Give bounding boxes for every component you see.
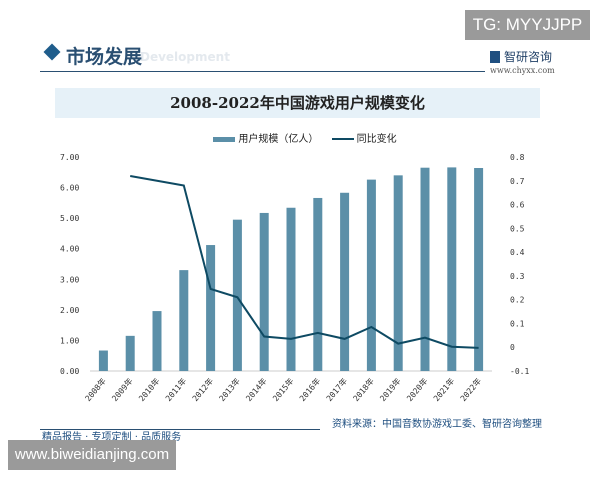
title-band — [55, 88, 540, 118]
bar — [313, 197, 323, 371]
x-tick: 2021年 — [431, 376, 456, 403]
bar — [98, 350, 108, 371]
bar — [152, 311, 162, 371]
footer-divider — [40, 429, 320, 430]
y-left-tick: 2.00 — [60, 306, 79, 315]
y-right-tick: -0.1 — [510, 367, 529, 376]
bar — [340, 192, 350, 371]
bar — [286, 207, 296, 371]
x-tick: 2019年 — [378, 376, 403, 403]
y-right-tick: 0.1 — [510, 319, 525, 328]
y-right-tick: 0.6 — [510, 201, 525, 210]
y-left-tick: 0.00 — [60, 367, 79, 376]
y-left-tick: 1.00 — [60, 336, 79, 345]
legend-line-label: 同比变化 — [356, 134, 397, 145]
y-left-tick: 3.00 — [60, 275, 79, 284]
x-tick: 2011年 — [163, 376, 188, 403]
site-overlay: www.biweidianjing.com — [8, 440, 176, 470]
section-watermark: Development — [140, 50, 230, 64]
chart-title: 2008-2022年中国游戏用户规模变化 — [170, 94, 425, 112]
x-tick: 2015年 — [270, 376, 295, 403]
source-note: 资料来源：中国音数协游戏工委、智研咨询整理 — [332, 419, 542, 430]
bar — [206, 245, 216, 371]
y-left-tick: 5.00 — [60, 214, 79, 223]
x-tick: 2020年 — [404, 376, 429, 403]
bar — [366, 179, 376, 371]
y-left-tick: 6.00 — [60, 184, 79, 193]
legend: 用户规模（亿人） 同比变化 — [0, 130, 600, 145]
bar — [447, 167, 457, 371]
x-tick: 2014年 — [244, 376, 269, 403]
x-tick: 2013年 — [217, 376, 242, 403]
y-right-tick: 0.4 — [510, 248, 525, 257]
section-title: 市场发展 — [66, 46, 143, 68]
logo-icon — [490, 51, 500, 63]
x-tick: 2016年 — [297, 376, 322, 403]
y-right-tick: 0.2 — [510, 296, 525, 305]
logo-text: 智研咨询 — [504, 50, 553, 64]
y-right-tick: 0.7 — [510, 177, 525, 186]
x-tick: 2010年 — [136, 376, 161, 403]
x-tick: 2009年 — [110, 376, 135, 403]
x-tick: 2022年 — [458, 376, 483, 403]
logo: 智研咨询 — [490, 48, 552, 65]
line-series — [130, 175, 479, 349]
y-right-tick: 0 — [510, 343, 515, 352]
y-left-tick: 7.00 — [60, 153, 79, 162]
y-right-tick: 0.8 — [510, 153, 525, 162]
x-tick: 2012年 — [190, 376, 215, 403]
x-tick: 2008年 — [83, 376, 108, 403]
x-tick: 2017年 — [324, 376, 349, 403]
legend-bar-label: 用户规模（亿人） — [238, 134, 319, 145]
slogan: 精品报告 · 专项定制 · 品质服务 — [42, 432, 182, 443]
y-right-tick: 0.3 — [510, 272, 525, 281]
x-tick: 2018年 — [351, 376, 376, 403]
bar — [232, 219, 242, 371]
watermark-tag: TG: MYYJJPP — [465, 10, 590, 40]
y-right-tick: 0.5 — [510, 224, 525, 233]
bar — [125, 335, 135, 371]
bar — [179, 270, 189, 371]
divider — [40, 71, 485, 72]
bar — [393, 175, 403, 371]
logo-url: www.chyxx.com — [490, 66, 555, 75]
y-left-tick: 4.00 — [60, 245, 79, 254]
bar — [259, 212, 269, 371]
bar — [474, 168, 484, 371]
bar — [420, 167, 430, 371]
legend-line-swatch — [331, 138, 354, 140]
legend-bar-swatch — [213, 136, 236, 142]
